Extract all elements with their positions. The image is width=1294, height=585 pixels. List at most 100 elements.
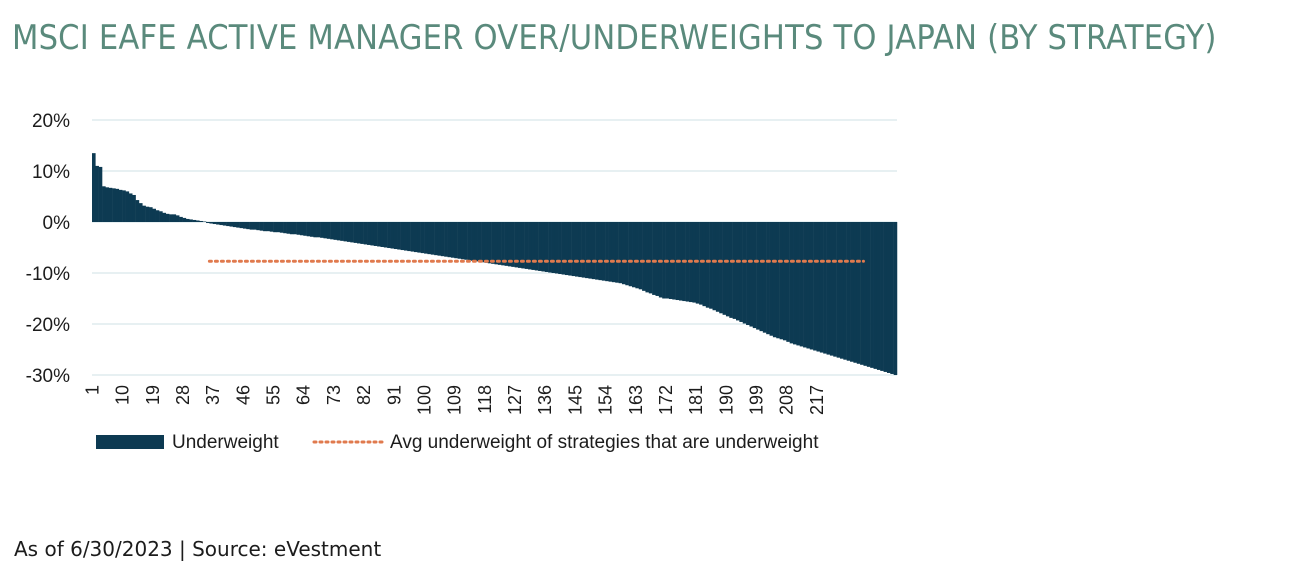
- bar: [199, 220, 203, 222]
- bar: [460, 222, 465, 260]
- bar: [752, 222, 757, 329]
- x-tick-label: 118: [475, 385, 495, 414]
- bar: [400, 222, 405, 251]
- bar: [652, 222, 656, 295]
- bar: [715, 222, 720, 312]
- bar: [95, 165, 99, 222]
- bar: [142, 205, 146, 222]
- bar: [367, 222, 371, 245]
- bar: [403, 222, 408, 251]
- bar: [551, 222, 556, 273]
- bar: [524, 222, 529, 269]
- bar: [293, 222, 297, 235]
- bar: [212, 222, 217, 225]
- bar: [850, 222, 854, 362]
- x-tick-label: 190: [716, 385, 736, 415]
- bar: [843, 222, 847, 360]
- bar: [893, 222, 898, 375]
- bar: [464, 222, 468, 260]
- bar: [799, 222, 804, 347]
- bar: [776, 222, 780, 339]
- bar: [742, 222, 747, 324]
- bar: [712, 222, 717, 311]
- bar: [883, 222, 888, 372]
- bar: [769, 222, 774, 336]
- bar: [256, 222, 260, 231]
- bar: [159, 211, 163, 222]
- bar: [762, 222, 767, 333]
- bar: [648, 222, 653, 294]
- bar: [564, 222, 569, 276]
- bar: [350, 222, 354, 243]
- bar: [816, 222, 821, 352]
- legend-label-avg: Avg underweight of strategies that are u…: [390, 432, 819, 453]
- bar: [92, 153, 96, 222]
- bar: [263, 222, 267, 232]
- bar: [839, 222, 844, 359]
- x-tick-label: 82: [354, 385, 374, 405]
- bar: [340, 222, 344, 241]
- bar: [209, 222, 213, 224]
- bar: [803, 222, 807, 348]
- bar: [323, 222, 328, 239]
- bar: [135, 200, 140, 222]
- bar: [746, 222, 750, 326]
- bar: [316, 222, 321, 238]
- bar: [571, 222, 576, 277]
- bar: [692, 222, 696, 303]
- bar: [326, 222, 331, 239]
- bar: [115, 188, 120, 222]
- bar: [417, 222, 421, 253]
- bar: [719, 222, 723, 314]
- bar: [585, 222, 589, 279]
- bar: [410, 222, 415, 252]
- bar: [538, 222, 542, 271]
- y-tick-label: 10%: [32, 162, 70, 183]
- bar: [886, 222, 891, 373]
- x-tick-label: 154: [596, 385, 616, 415]
- bar: [611, 222, 616, 283]
- x-tick-label: 208: [777, 385, 797, 415]
- bar: [615, 222, 619, 283]
- bar: [444, 222, 448, 257]
- bar: [561, 222, 566, 275]
- bar: [155, 210, 160, 222]
- bar: [333, 222, 338, 240]
- x-tick-label: 91: [384, 385, 404, 405]
- bar: [662, 222, 666, 299]
- bar: [407, 222, 411, 252]
- y-tick-label: -20%: [26, 315, 70, 336]
- bar: [635, 222, 639, 289]
- bar: [507, 222, 512, 267]
- bar: [269, 222, 274, 232]
- bar: [796, 222, 800, 346]
- bar: [890, 222, 894, 374]
- bar: [705, 222, 710, 308]
- bar: [739, 222, 743, 322]
- bar: [424, 222, 428, 254]
- bar: [162, 212, 167, 222]
- bar: [541, 222, 546, 272]
- bar: [393, 222, 398, 250]
- bar: [283, 222, 287, 234]
- bar: [809, 222, 814, 350]
- bar: [454, 222, 458, 259]
- bar: [356, 222, 361, 244]
- bar: [467, 222, 472, 261]
- bar: [702, 222, 707, 307]
- bar: [289, 222, 294, 235]
- bar: [377, 222, 381, 247]
- x-tick-label: 10: [113, 385, 133, 405]
- bar: [195, 220, 200, 222]
- bar: [766, 222, 770, 335]
- bar: [477, 222, 482, 262]
- x-tick-label: 1: [82, 385, 102, 395]
- bar: [112, 188, 116, 222]
- bar: [370, 222, 374, 246]
- bar: [759, 222, 764, 332]
- bar: [437, 222, 442, 256]
- bar: [474, 222, 478, 262]
- bar: [229, 222, 234, 227]
- bar: [632, 222, 636, 288]
- bar: [239, 222, 244, 229]
